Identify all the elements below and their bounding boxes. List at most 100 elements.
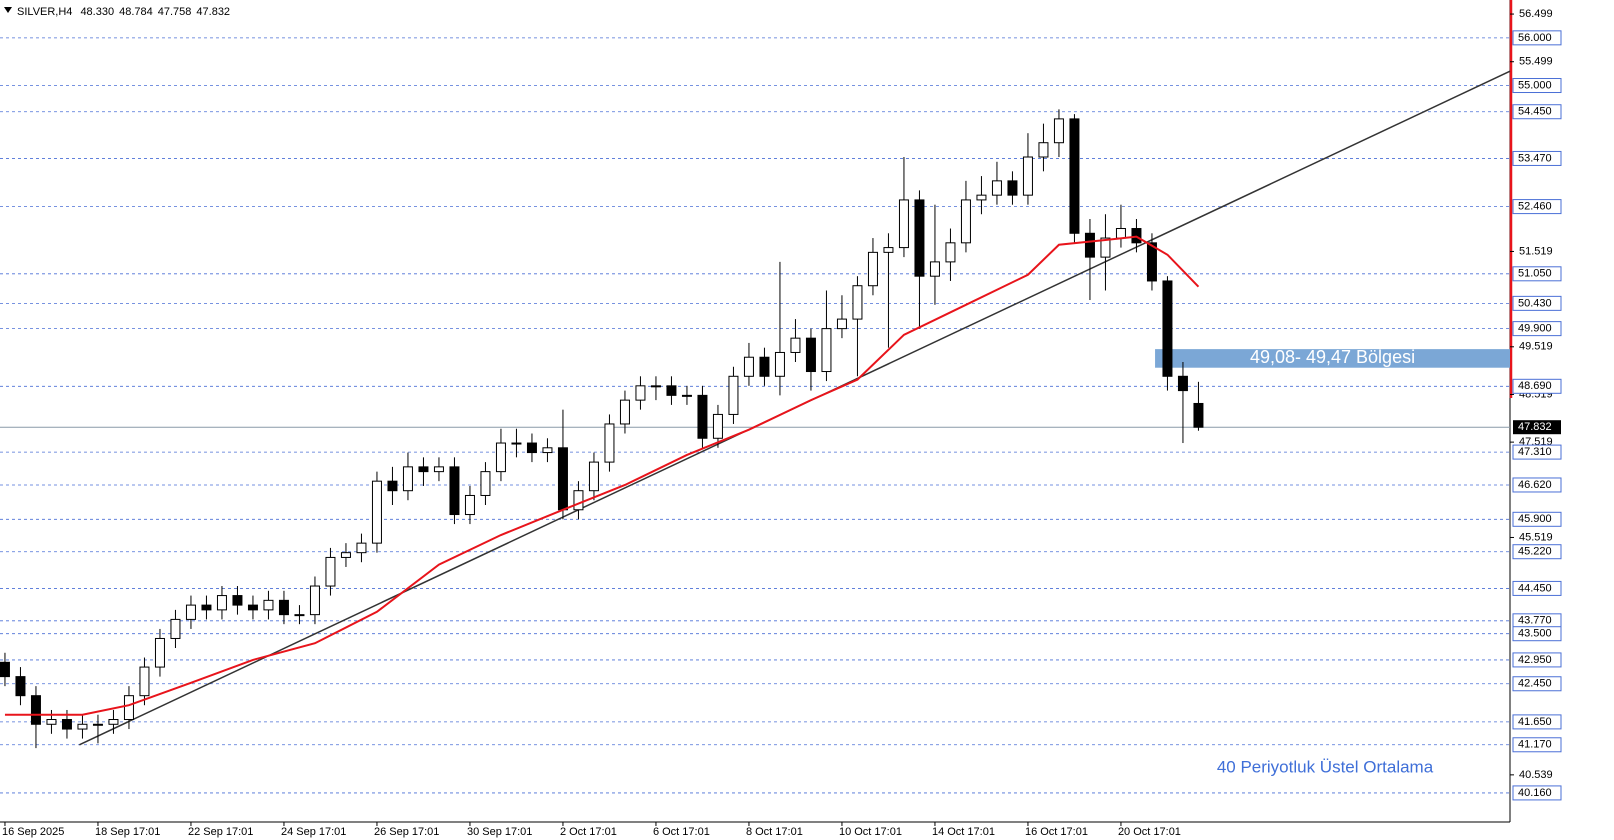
candle-body bbox=[805, 337, 816, 373]
candle-body bbox=[139, 666, 150, 697]
candle-body bbox=[15, 676, 26, 697]
y-tick-label: 51.519 bbox=[1519, 245, 1553, 257]
y-tick-label: 49.519 bbox=[1519, 341, 1553, 353]
level-label-box bbox=[1512, 266, 1562, 282]
candle-body bbox=[340, 552, 351, 558]
level-label-box bbox=[1512, 511, 1562, 527]
candle-body bbox=[1162, 280, 1173, 377]
candle-body bbox=[433, 466, 444, 473]
level-label-box bbox=[1512, 580, 1562, 596]
candle-body bbox=[1069, 118, 1080, 234]
level-label: 45.220 bbox=[1518, 546, 1552, 558]
menu-triangle bbox=[4, 7, 12, 13]
level-label: 55.000 bbox=[1518, 79, 1552, 91]
y-tick-label: 55.499 bbox=[1519, 56, 1553, 68]
level-label: 46.620 bbox=[1518, 479, 1552, 491]
level-label-box bbox=[1512, 378, 1562, 394]
candle-body bbox=[991, 180, 1002, 196]
candle-body bbox=[356, 542, 367, 554]
candle-body bbox=[573, 490, 584, 511]
candle-body bbox=[464, 494, 475, 516]
level-label: 43.500 bbox=[1518, 628, 1552, 640]
candle-body bbox=[1115, 228, 1126, 239]
candle-body bbox=[387, 480, 398, 492]
candle-body bbox=[929, 261, 940, 277]
x-tick-label: 22 Sep 17:01 bbox=[188, 826, 253, 838]
candle-body bbox=[1100, 237, 1111, 258]
candle-body bbox=[371, 480, 382, 544]
ema-line bbox=[4, 235, 1200, 716]
candle-body bbox=[418, 466, 429, 473]
candle-body bbox=[325, 556, 336, 587]
candle-body bbox=[123, 695, 134, 721]
level-label-box bbox=[1512, 737, 1562, 753]
x-tick-label: 20 Oct 17:01 bbox=[1118, 826, 1181, 838]
level-label-box bbox=[1512, 150, 1562, 166]
candle-body bbox=[1084, 232, 1095, 258]
candle-body bbox=[526, 442, 537, 454]
level-label: 53.470 bbox=[1518, 152, 1552, 164]
candle-body bbox=[511, 442, 522, 445]
candle-body bbox=[1193, 402, 1204, 428]
level-label-box bbox=[1512, 477, 1562, 493]
candle-body bbox=[1007, 180, 1018, 196]
candle-body bbox=[480, 471, 491, 496]
candle-body bbox=[557, 447, 568, 511]
y-tick-label: 56.499 bbox=[1519, 8, 1553, 20]
level-label: 40.160 bbox=[1518, 787, 1552, 799]
level-label: 42.450 bbox=[1518, 678, 1552, 690]
candle-body bbox=[728, 375, 739, 415]
candle-body bbox=[1038, 142, 1049, 158]
candle-body bbox=[108, 719, 119, 725]
current-price-box bbox=[1513, 420, 1561, 435]
candle-body bbox=[30, 695, 41, 725]
candle-body bbox=[449, 466, 460, 516]
candle-body bbox=[309, 585, 320, 616]
level-label-box bbox=[1512, 199, 1562, 215]
candle-body bbox=[154, 637, 165, 668]
level-label-box bbox=[1512, 544, 1562, 560]
level-label-box bbox=[1512, 321, 1562, 337]
header-value: 48.784 bbox=[119, 6, 153, 18]
candle-body bbox=[976, 194, 987, 201]
candle-body bbox=[1177, 375, 1188, 392]
candle-body bbox=[650, 385, 661, 388]
level-label: 54.450 bbox=[1518, 106, 1552, 118]
level-label-box bbox=[1512, 30, 1562, 46]
level-label: 45.900 bbox=[1518, 513, 1552, 525]
candle-body bbox=[697, 394, 708, 439]
level-label: 41.650 bbox=[1518, 716, 1552, 728]
y-tick-label: 40.539 bbox=[1519, 769, 1553, 781]
candle-body bbox=[170, 618, 181, 639]
candle-body bbox=[542, 447, 553, 454]
level-label: 41.170 bbox=[1518, 739, 1552, 751]
symbol: SILVER,H4 bbox=[17, 6, 72, 18]
level-label: 56.000 bbox=[1518, 32, 1552, 44]
zone-label: 49,08- 49,47 Bölgesi bbox=[1250, 347, 1415, 367]
level-label-box bbox=[1512, 295, 1562, 311]
level-label: 47.310 bbox=[1518, 446, 1552, 458]
candle-body bbox=[232, 595, 243, 606]
level-label-box bbox=[1512, 676, 1562, 692]
candle-body bbox=[743, 356, 754, 377]
candle-body bbox=[402, 466, 413, 492]
candle-body bbox=[604, 423, 615, 463]
level-label-box bbox=[1512, 652, 1562, 668]
candle-body bbox=[960, 199, 971, 244]
x-tick-label: 18 Sep 17:01 bbox=[95, 826, 160, 838]
zone bbox=[1155, 349, 1510, 368]
candle-body bbox=[898, 199, 909, 249]
candle-body bbox=[46, 719, 57, 725]
candle-body bbox=[278, 599, 289, 616]
candle-body bbox=[61, 719, 72, 730]
level-label-box bbox=[1512, 78, 1562, 94]
candle-body bbox=[216, 595, 227, 611]
level-label-box bbox=[1512, 785, 1562, 801]
candle-body bbox=[201, 604, 212, 611]
candle-body bbox=[852, 285, 863, 320]
header-value: 48.330 bbox=[80, 6, 114, 18]
candle-body bbox=[666, 385, 677, 396]
level-label-box bbox=[1512, 444, 1562, 460]
